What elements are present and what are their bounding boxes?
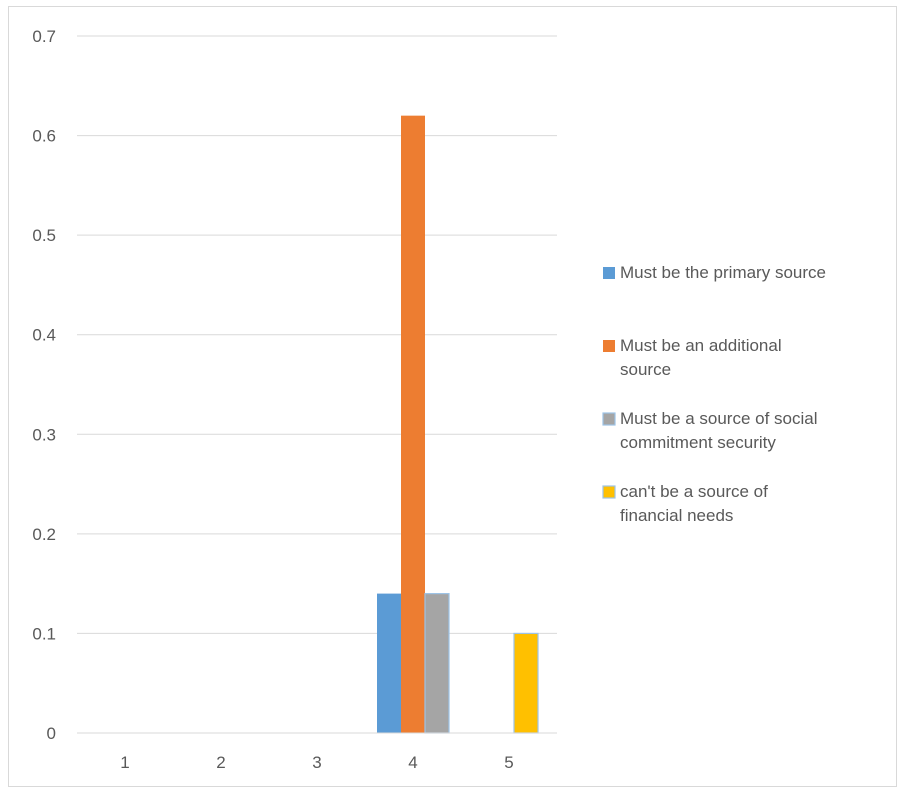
y-tick-label: 0.2 — [32, 525, 56, 544]
x-tick-label: 4 — [408, 753, 417, 772]
y-tick-label: 0.4 — [32, 326, 56, 345]
y-tick-label: 0.3 — [32, 425, 56, 444]
legend-item: Must be an additional source — [603, 336, 782, 379]
legend-label: Must be the primary source — [620, 263, 826, 282]
legend-label: Must be an additional source — [620, 336, 782, 379]
gridlines — [77, 35, 557, 634]
legend-label: Must be a source of social commitment sec… — [620, 409, 817, 452]
chart-frame — [8, 6, 897, 787]
x-tick-label: 3 — [312, 753, 321, 772]
y-tick-label: 0.6 — [32, 127, 56, 146]
y-axis-tick-labels: 0 0.1 0.2 0.3 0.4 0.5 0.6 0.7 — [32, 27, 56, 743]
y-tick-label: 0.5 — [32, 226, 56, 245]
legend-swatch — [602, 485, 616, 499]
y-tick-label: 0.1 — [32, 624, 56, 643]
legend: Must be the primary source Must be an add… — [602, 263, 826, 525]
y-tick-label: 0 — [47, 724, 56, 743]
legend-item: can't be a source of financial needs — [602, 482, 768, 525]
bar-must-be-the-primary-source-cat-4 — [377, 593, 401, 733]
legend-swatch — [603, 340, 615, 352]
x-axis-tick-labels: 1 2 3 4 5 — [120, 753, 513, 772]
bar-must-be-a-source-of-social-commitment-security-cat-4 — [424, 592, 450, 734]
x-tick-label: 5 — [504, 753, 513, 772]
legend-label: can't be a source of financial needs — [620, 482, 768, 525]
legend-swatch — [603, 267, 615, 279]
bar-must-be-an-additional-source-cat-4 — [401, 115, 425, 733]
legend-item: Must be the primary source — [603, 263, 826, 282]
legend-swatch — [602, 412, 616, 426]
x-tick-label: 1 — [120, 753, 129, 772]
bar-can-t-be-a-source-of-financial-needs-cat-5 — [513, 632, 539, 734]
y-tick-label: 0.7 — [32, 27, 56, 46]
bars — [377, 115, 539, 734]
x-tick-label: 2 — [216, 753, 225, 772]
legend-item: Must be a source of social commitment sec… — [602, 409, 817, 452]
